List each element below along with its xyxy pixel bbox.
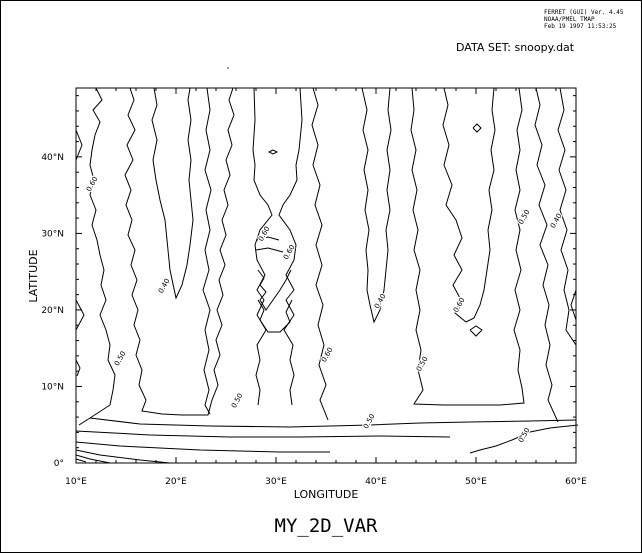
contour-line (75, 449, 171, 464)
contour-label: 0.60 (257, 225, 272, 243)
contour-line (361, 87, 392, 324)
contour-line (256, 236, 280, 241)
contour-line (442, 87, 496, 323)
x-tick-label: 10°E (65, 477, 87, 487)
contour-labels: 0.600.500.400.600.600.500.600.400.500.60… (84, 174, 565, 445)
y-tick-label: 0° (54, 459, 64, 469)
x-tick-label: 20°E (165, 477, 187, 487)
y-axis: 0° 10°N 20°N 30°N 40°N (41, 95, 576, 469)
contour-line (557, 87, 577, 346)
contour-line (75, 430, 451, 438)
contour-line (252, 87, 273, 406)
contour-line (410, 87, 525, 406)
contour-line (534, 87, 559, 423)
contour-lines (75, 87, 579, 464)
contour-line (89, 417, 577, 428)
contour-line (75, 359, 81, 377)
y-tick-label: 30°N (41, 229, 64, 239)
x-tick-label: 50°E (465, 477, 487, 487)
contour-label: 0.40 (157, 277, 172, 295)
contour-line (75, 454, 111, 464)
contour-line (267, 149, 279, 155)
y-axis-label: LATITUDE (27, 249, 40, 302)
stray-dot (227, 67, 229, 69)
contour-label: 0.50 (415, 355, 430, 373)
contour-label: 0.50 (362, 413, 377, 431)
contour-label: 0.60 (452, 296, 467, 314)
contour-label: 0.50 (517, 208, 532, 226)
contour-line (202, 87, 212, 415)
contour-line (151, 87, 194, 300)
version-line-3: Feb 19 1997 11:53:25 (544, 23, 617, 30)
x-axis-label: LONGITUDE (294, 488, 359, 501)
x-tick-label: 40°E (365, 477, 387, 487)
contour-line (124, 87, 235, 416)
x-tick-label: 30°E (265, 477, 287, 487)
version-line-2: NOAA/PMEL TMAP (544, 16, 595, 23)
contour-line (78, 87, 116, 426)
y-tick-label: 40°N (41, 153, 64, 163)
contour-line (75, 458, 87, 463)
contour-label: 0.40 (373, 293, 388, 311)
contour-line (75, 129, 83, 161)
y-tick-label: 10°N (41, 382, 64, 392)
x-axis: 10°E 20°E 30°E 40°E 50°E 60°E (65, 88, 587, 487)
contour-label: 0.50 (230, 392, 245, 410)
contour-line (75, 441, 330, 453)
y-tick-label: 20°N (41, 306, 64, 316)
contour-line (469, 325, 483, 337)
contour-line (257, 299, 293, 333)
plot-area (75, 87, 577, 464)
version-line-1: FERRET (GUI) Ver. 4.45 (544, 9, 624, 16)
contour-line (278, 87, 303, 406)
contour-label: 0.60 (320, 346, 335, 364)
contour-label: 0.60 (85, 175, 100, 193)
contour-label: 0.50 (113, 350, 128, 368)
contour-line (255, 247, 284, 253)
contour-line (257, 269, 292, 311)
chart-title: MY_2D_VAR (275, 515, 379, 537)
x-tick-label: 60°E (565, 477, 587, 487)
contour-line (311, 87, 329, 421)
contour-line (469, 424, 579, 454)
dataset-label: DATA SET: snoopy.dat (456, 41, 575, 54)
contour-label: 0.50 (517, 426, 532, 444)
contour-line (472, 123, 482, 133)
